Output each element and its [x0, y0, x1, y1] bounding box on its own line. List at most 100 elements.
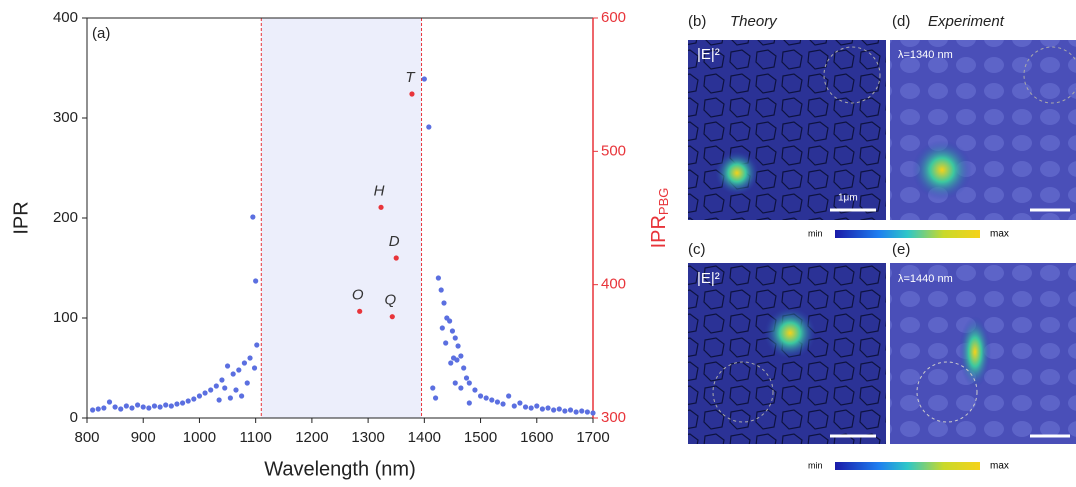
- y2-tick-label: 300: [601, 409, 626, 426]
- x-axis-label: Wavelength (nm): [264, 458, 416, 480]
- point: [454, 357, 460, 363]
- y2-tick-label: 400: [601, 276, 626, 293]
- point: [146, 405, 152, 411]
- point: [448, 360, 454, 366]
- point: [458, 385, 464, 391]
- point: [123, 403, 129, 409]
- point: [551, 407, 557, 413]
- point: [196, 393, 203, 399]
- point: [426, 124, 432, 130]
- point: [101, 405, 107, 411]
- point: [528, 405, 534, 411]
- pbg-band: [261, 18, 422, 418]
- panel-title: Experiment: [928, 13, 1005, 30]
- point: [438, 287, 444, 293]
- y-tick-label: 0: [70, 409, 78, 426]
- point: [562, 408, 568, 414]
- point: [106, 399, 113, 405]
- y-axis-label: IPR: [10, 201, 32, 234]
- point: [250, 214, 256, 220]
- panel-title: Theory: [730, 13, 778, 30]
- point: [584, 409, 590, 415]
- scale-label: 1μm: [838, 193, 858, 204]
- point: [224, 363, 231, 369]
- point: [168, 403, 174, 409]
- point: [244, 380, 250, 386]
- point: [534, 403, 540, 409]
- panel-label: (b): [688, 13, 706, 30]
- panel-label: (e): [892, 241, 910, 258]
- panel-tag: |E|²: [697, 46, 720, 63]
- point: [219, 377, 225, 383]
- point: [477, 393, 484, 399]
- point: [202, 390, 208, 396]
- point: [556, 406, 562, 412]
- y-tick-label: 400: [53, 9, 78, 26]
- y2-tick-label: 600: [601, 9, 626, 26]
- point: [449, 328, 456, 334]
- point: [539, 406, 546, 412]
- point: [239, 393, 245, 399]
- cb-max: max: [990, 461, 1009, 472]
- x-tick-label: 1400: [408, 429, 441, 446]
- panel-tag: |E|²: [697, 270, 720, 287]
- point: [233, 387, 239, 393]
- point: [439, 325, 445, 331]
- point: [241, 360, 248, 366]
- point: [357, 308, 363, 314]
- point: [494, 399, 501, 405]
- point: [213, 383, 219, 389]
- x-tick-label: 1700: [576, 429, 609, 446]
- point-label: T: [405, 69, 416, 86]
- point: [489, 397, 495, 403]
- point: [463, 375, 470, 381]
- cb-min: min: [808, 228, 823, 238]
- point: [236, 367, 242, 373]
- point: [517, 400, 523, 406]
- y2-label-main: IPR: [648, 215, 670, 248]
- point: [253, 278, 259, 284]
- point: [421, 76, 427, 82]
- panel-tag: λ=1340 nm: [898, 49, 953, 61]
- point: [430, 385, 436, 391]
- x-tick-label: 900: [131, 429, 156, 446]
- point-label: O: [352, 286, 364, 303]
- point: [590, 410, 596, 416]
- point: [522, 404, 529, 410]
- x-tick-label: 1200: [295, 429, 328, 446]
- point: [441, 300, 447, 306]
- colorbar: [835, 230, 980, 238]
- panel-e: [890, 263, 1076, 444]
- point: [483, 395, 489, 401]
- point: [409, 91, 415, 97]
- point: [174, 401, 180, 407]
- point: [185, 398, 191, 404]
- point: [452, 335, 458, 341]
- point: [95, 406, 101, 412]
- point: [472, 387, 478, 393]
- point: [511, 403, 517, 409]
- point: [466, 380, 472, 386]
- point: [247, 355, 253, 361]
- point: [129, 405, 135, 411]
- panel-label: (c): [688, 241, 706, 258]
- point: [579, 408, 585, 414]
- y2-label-sub: PBG: [656, 188, 671, 215]
- y-tick-label: 200: [53, 209, 78, 226]
- point: [545, 405, 551, 411]
- x-tick-label: 1500: [464, 429, 497, 446]
- point: [208, 387, 214, 393]
- point: [447, 318, 453, 324]
- point: [90, 407, 96, 413]
- point: [118, 406, 124, 412]
- point: [227, 395, 233, 401]
- y-tick-label: 300: [53, 109, 78, 126]
- panel-b: [688, 40, 886, 220]
- y2-tick-label: 500: [601, 142, 626, 159]
- x-tick-label: 1100: [240, 429, 272, 446]
- point: [157, 404, 163, 410]
- panel-c: [688, 263, 886, 444]
- point: [458, 353, 464, 359]
